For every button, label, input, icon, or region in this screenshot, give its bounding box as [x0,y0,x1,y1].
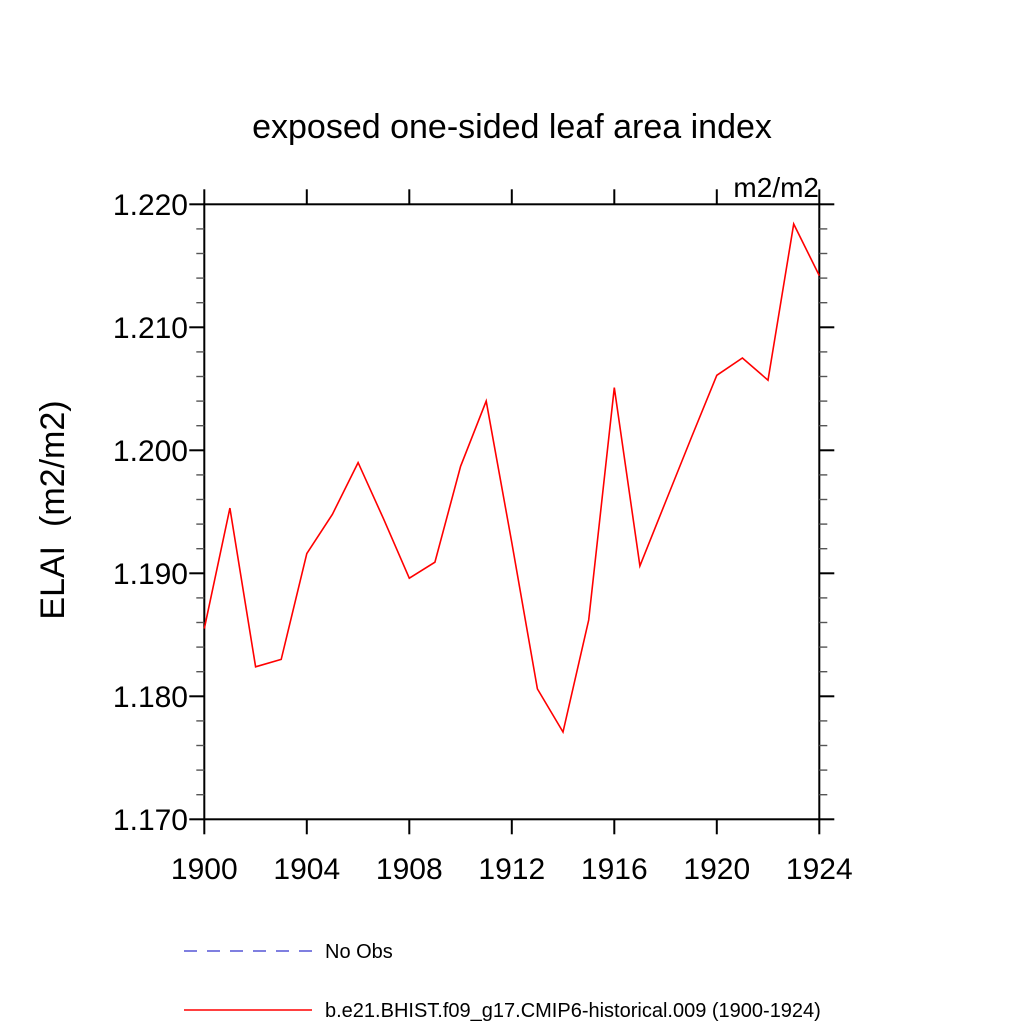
legend: No Obs b.e21.BHIST.f09_g17.CMIP6-histori… [184,941,821,1022]
x-tick-label: 1908 [376,853,443,886]
y-tick-label: 1.170 [113,804,188,837]
data-line-solid [203,221,821,735]
x-tick-label: 1916 [581,853,648,886]
y-tick-label: 1.190 [113,558,188,591]
y-tick-label: 1.220 [113,189,188,222]
x-tick-label: 1900 [171,853,238,886]
y-tick-label: 1.210 [113,312,188,345]
x-tick-label: 1924 [786,853,853,886]
legend-label-series: b.e21.BHIST.f09_g17.CMIP6-historical.009… [325,1000,821,1022]
y-tick-label: 1.200 [113,435,188,468]
units-label: m2/m2 [733,172,819,203]
chart-title: exposed one-sided leaf area index [252,108,772,146]
y-axis-title: ELAI (m2/m2) [34,400,72,619]
plot-area: 1900 1904 1908 1912 1916 1920 1924 1.170 1.180 1.… [113,189,853,886]
y-tick-label: 1.180 [113,681,188,714]
x-tick-label: 1904 [273,853,340,886]
x-tick-label: 1912 [478,853,545,886]
plot-frame [203,203,821,821]
legend-label-no-obs: No Obs [325,941,393,963]
x-tick-label: 1920 [683,853,750,886]
